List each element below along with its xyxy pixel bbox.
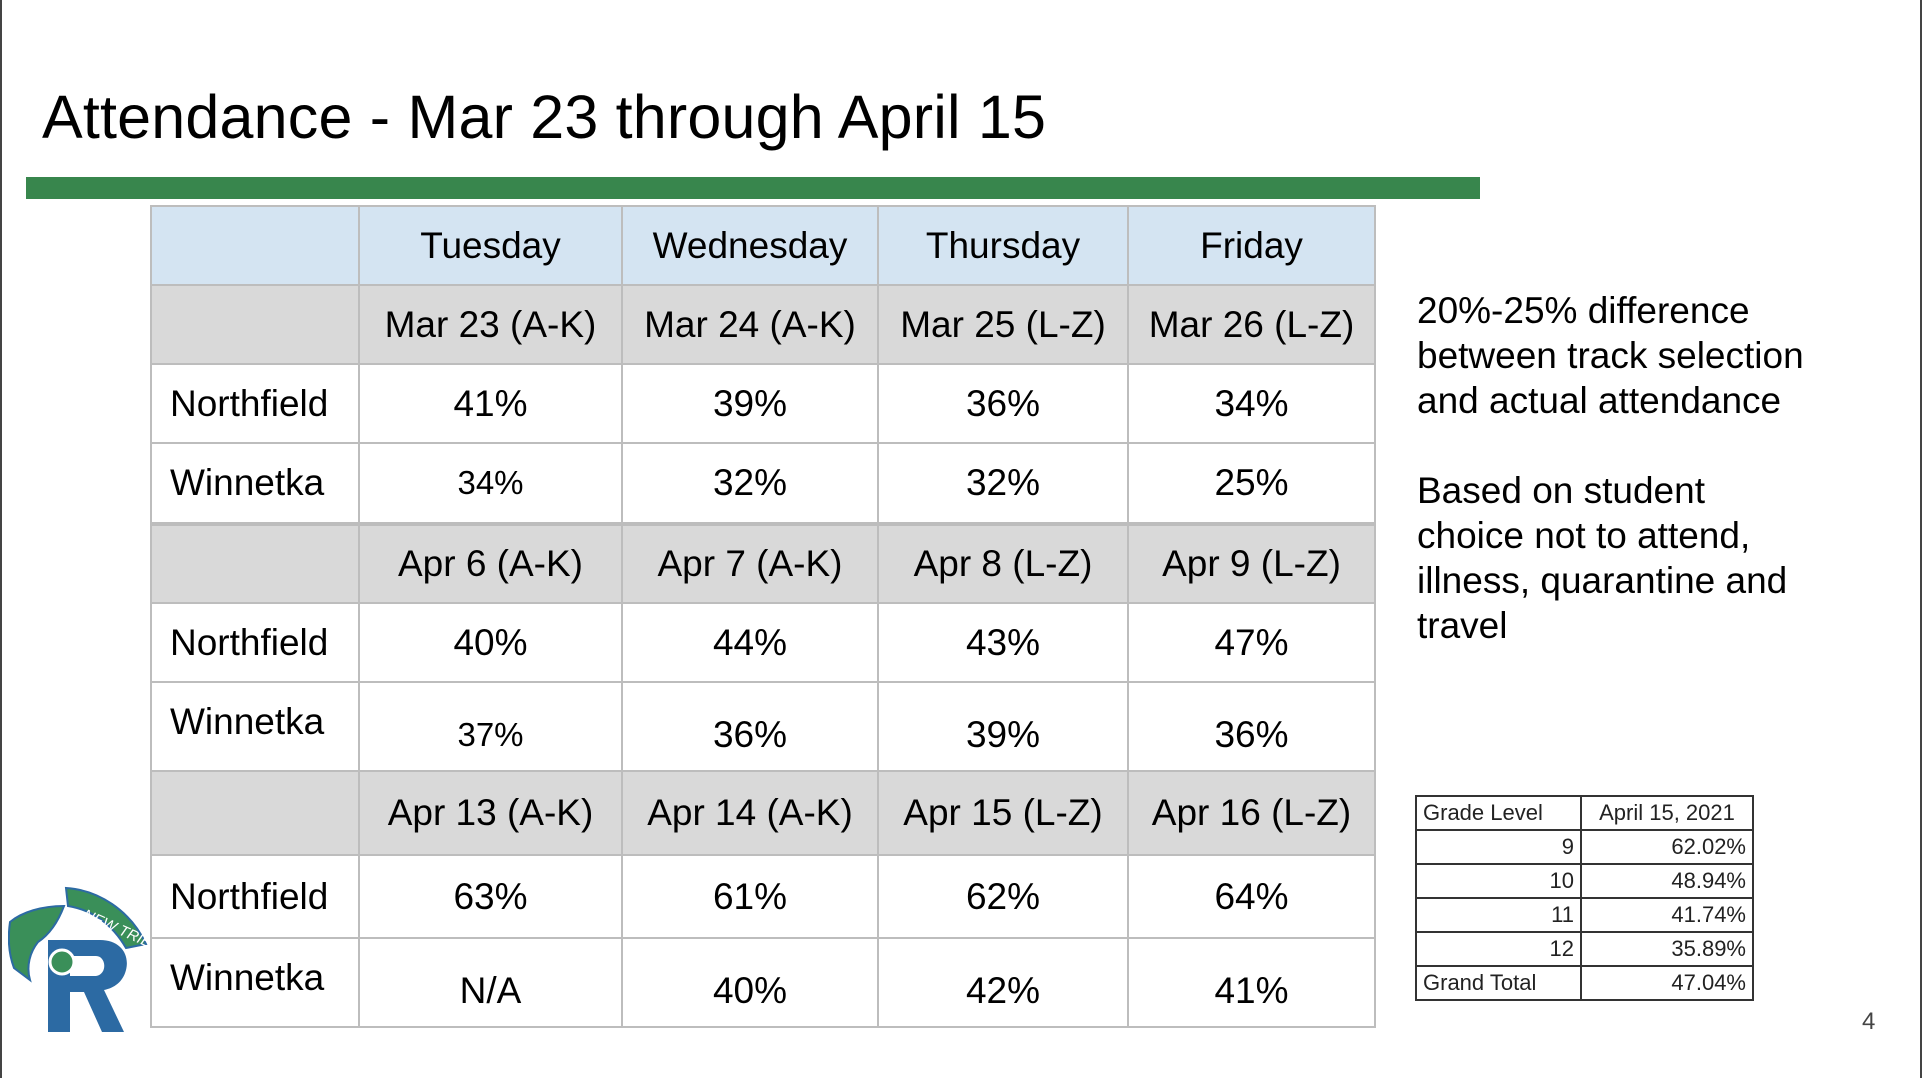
date-row: Apr 6 (A-K) Apr 7 (A-K) Apr 8 (L-Z) Apr … xyxy=(150,523,1376,604)
blank-cell xyxy=(150,284,360,365)
percent-cell: 41.74% xyxy=(1580,897,1754,933)
school-name: Northfield xyxy=(150,854,360,939)
blank-cell xyxy=(150,770,360,856)
attendance-value: N/A xyxy=(358,937,623,1028)
school-name: Winnetka xyxy=(150,681,360,772)
date-row: Apr 13 (A-K) Apr 14 (A-K) Apr 15 (L-Z) A… xyxy=(150,770,1376,856)
date-row: Mar 23 (A-K) Mar 24 (A-K) Mar 25 (L-Z) M… xyxy=(150,284,1376,365)
table-row: 9 62.02% xyxy=(1415,829,1754,865)
date-cell: Mar 23 (A-K) xyxy=(358,284,623,365)
grade-header-row: Grade Level April 15, 2021 xyxy=(1415,795,1754,831)
attendance-value: 39% xyxy=(621,363,879,444)
attendance-value: 61% xyxy=(621,854,879,939)
attendance-value: 41% xyxy=(358,363,623,444)
attendance-value: 36% xyxy=(1127,681,1376,772)
attendance-value: 32% xyxy=(621,442,879,525)
school-name: Winnetka xyxy=(150,442,360,525)
table-row: Northfield 41% 39% 36% 34% xyxy=(150,363,1376,444)
percent-cell: 62.02% xyxy=(1580,829,1754,865)
attendance-value: 42% xyxy=(877,937,1129,1028)
attendance-value: 34% xyxy=(358,442,623,525)
table-row: Winnetka 37% 36% 39% 36% xyxy=(150,681,1376,772)
attendance-table: Tuesday Wednesday Thursday Friday Mar 23… xyxy=(150,205,1376,1028)
attendance-value: 40% xyxy=(621,937,879,1028)
attendance-value: 63% xyxy=(358,854,623,939)
date-cell: Apr 16 (L-Z) xyxy=(1127,770,1376,856)
date-cell: Apr 14 (A-K) xyxy=(621,770,879,856)
attendance-value: 41% xyxy=(1127,937,1376,1028)
day-header-row: Tuesday Wednesday Thursday Friday xyxy=(150,205,1376,286)
corner-cell xyxy=(150,205,360,286)
school-name: Northfield xyxy=(150,602,360,683)
page-title: Attendance - Mar 23 through April 15 xyxy=(42,83,1047,151)
attendance-value: 34% xyxy=(1127,363,1376,444)
grade-cell: 9 xyxy=(1415,829,1582,865)
attendance-value: 25% xyxy=(1127,442,1376,525)
date-cell: Apr 13 (A-K) xyxy=(358,770,623,856)
table-row: Northfield 40% 44% 43% 47% xyxy=(150,602,1376,683)
attendance-value: 62% xyxy=(877,854,1129,939)
attendance-value: 47% xyxy=(1127,602,1376,683)
grade-cell: 11 xyxy=(1415,897,1582,933)
date-header: April 15, 2021 xyxy=(1580,795,1754,831)
attendance-value: 37% xyxy=(358,681,623,772)
new-trier-logo-icon: NEW TRIER xyxy=(8,886,150,1032)
grade-header: Grade Level xyxy=(1415,795,1582,831)
grade-cell: 10 xyxy=(1415,863,1582,899)
notes-text: 20%-25% difference between track selecti… xyxy=(1417,288,1817,693)
date-cell: Mar 25 (L-Z) xyxy=(877,284,1129,365)
attendance-value: 32% xyxy=(877,442,1129,525)
table-row: Winnetka N/A 40% 42% 41% xyxy=(150,937,1376,1028)
school-name: Northfield xyxy=(150,363,360,444)
grade-cell: 12 xyxy=(1415,931,1582,967)
page-number: 4 xyxy=(1862,1008,1876,1035)
attendance-value: 39% xyxy=(877,681,1129,772)
attendance-value: 44% xyxy=(621,602,879,683)
title-underline-bar xyxy=(26,177,1480,199)
day-header: Tuesday xyxy=(358,205,623,286)
table-row: 10 48.94% xyxy=(1415,863,1754,899)
school-name: Winnetka xyxy=(150,937,360,1028)
date-cell: Apr 7 (A-K) xyxy=(621,523,879,604)
day-header: Friday xyxy=(1127,205,1376,286)
grand-total-row: Grand Total 47.04% xyxy=(1415,965,1754,1001)
blank-cell xyxy=(150,523,360,604)
attendance-value: 36% xyxy=(621,681,879,772)
attendance-value: 36% xyxy=(877,363,1129,444)
table-row: 11 41.74% xyxy=(1415,897,1754,933)
attendance-value: 40% xyxy=(358,602,623,683)
date-cell: Mar 24 (A-K) xyxy=(621,284,879,365)
day-header: Wednesday xyxy=(621,205,879,286)
percent-cell: 48.94% xyxy=(1580,863,1754,899)
table-row: Northfield 63% 61% 62% 64% xyxy=(150,854,1376,939)
attendance-value: 43% xyxy=(877,602,1129,683)
table-row: 12 35.89% xyxy=(1415,931,1754,967)
grand-total-label: Grand Total xyxy=(1415,965,1582,1001)
grand-total-value: 47.04% xyxy=(1580,965,1754,1001)
difference-note: 20%-25% difference between track selecti… xyxy=(1417,290,1804,421)
date-cell: Apr 6 (A-K) xyxy=(358,523,623,604)
date-cell: Apr 9 (L-Z) xyxy=(1127,523,1376,604)
grade-level-table: Grade Level April 15, 2021 9 62.02% 10 4… xyxy=(1415,795,1754,1001)
reasons-note: Based on student choice not to attend, i… xyxy=(1417,470,1788,646)
table-row: Winnetka 34% 32% 32% 25% xyxy=(150,442,1376,525)
day-header: Thursday xyxy=(877,205,1129,286)
date-cell: Apr 15 (L-Z) xyxy=(877,770,1129,856)
percent-cell: 35.89% xyxy=(1580,931,1754,967)
attendance-value: 64% xyxy=(1127,854,1376,939)
date-cell: Mar 26 (L-Z) xyxy=(1127,284,1376,365)
date-cell: Apr 8 (L-Z) xyxy=(877,523,1129,604)
